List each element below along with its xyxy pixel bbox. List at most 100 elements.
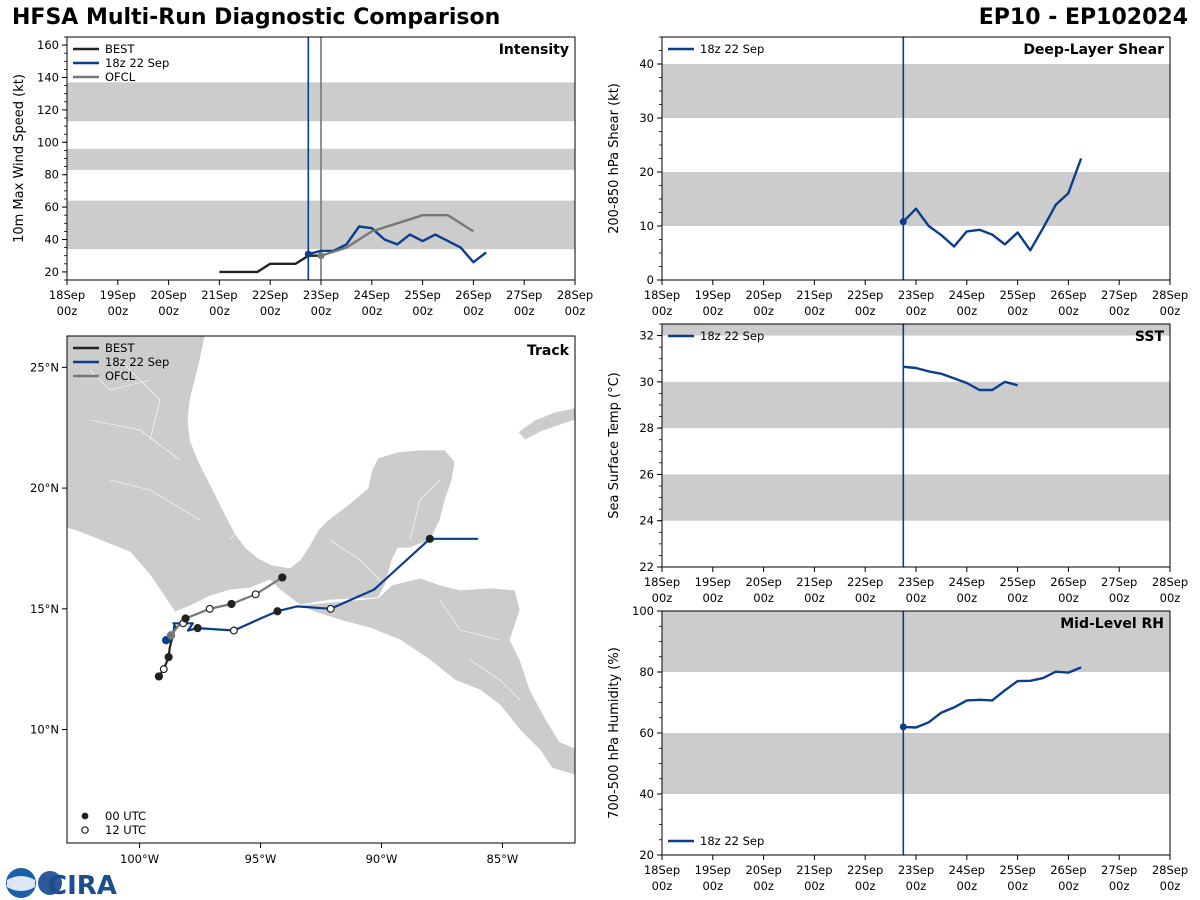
intensity-ytick-label: 60 bbox=[44, 200, 59, 214]
track-point-00utc bbox=[278, 573, 287, 582]
sst-band-0 bbox=[662, 474, 1170, 521]
shear-xtick-day: 25Sep bbox=[999, 288, 1035, 302]
rh-ytick-label: 80 bbox=[639, 665, 654, 679]
shear-xtick-hour: 00z bbox=[702, 304, 723, 318]
sst-ylabel: Sea Surface Temp (°C) bbox=[607, 372, 622, 519]
intensity-legend-label: BEST bbox=[105, 42, 135, 56]
rh-panel-title: Mid-Level RH bbox=[1060, 616, 1164, 632]
panel-track: 100°W 95°W 90°W 85°W 10°N 15°N 20°N 25°N Track BE… bbox=[30, 335, 576, 866]
sst-ytick-label: 30 bbox=[639, 375, 654, 389]
rh-xtick-day: 26Sep bbox=[1050, 863, 1086, 877]
intensity-series-0 bbox=[219, 254, 321, 274]
intensity-xtick-hour: 00z bbox=[412, 304, 433, 318]
intensity-xtick-day: 20Sep bbox=[150, 288, 186, 302]
rh-xtick-day: 20Sep bbox=[745, 863, 781, 877]
track-panel-title: Track bbox=[527, 343, 570, 359]
shear-xtick-hour: 00z bbox=[804, 304, 825, 318]
shear-xtick-hour: 00z bbox=[1160, 304, 1181, 318]
globe-icon bbox=[38, 871, 62, 895]
intensity-xtick-day: 25Sep bbox=[404, 288, 440, 302]
rh-ytick-label: 100 bbox=[632, 604, 654, 618]
sst-xtick-day: 26Sep bbox=[1050, 575, 1086, 589]
sst-xtick-day: 24Sep bbox=[949, 575, 985, 589]
rh-xtick-day: 18Sep bbox=[644, 863, 680, 877]
shear-xtick-day: 20Sep bbox=[745, 288, 781, 302]
track-frame bbox=[66, 335, 576, 844]
intensity-series-1 bbox=[307, 225, 487, 264]
rh-xtick-day: 22Sep bbox=[847, 863, 883, 877]
panel-sst: 22 24 26 28 30 32 18Sep 00z 19Sep 00z 20Sep 00z 21Se… bbox=[607, 323, 1188, 605]
track-point-00utc bbox=[227, 599, 236, 609]
rh-series-0 bbox=[903, 666, 1082, 729]
rh-xtick-day: 28Sep bbox=[1152, 863, 1188, 877]
rh-xtick-hour: 00z bbox=[906, 879, 927, 893]
intensity-ytick-label: 80 bbox=[44, 168, 59, 182]
rh-xtick-hour: 00z bbox=[1109, 879, 1130, 893]
sst-ytick-label: 22 bbox=[639, 560, 654, 574]
sst-ytick-label: 32 bbox=[639, 329, 654, 343]
track-xtick-label: 85°W bbox=[487, 852, 519, 866]
track-point-12utc bbox=[159, 665, 168, 674]
shear-series-0 bbox=[902, 158, 1083, 252]
intensity-xtick-day: 27Sep bbox=[506, 288, 542, 302]
sst-xtick-hour: 00z bbox=[1058, 591, 1079, 605]
sst-xtick-day: 21Sep bbox=[796, 575, 832, 589]
shear-ytick-label: 40 bbox=[639, 57, 654, 71]
intensity-xtick-hour: 00z bbox=[463, 304, 484, 318]
track-start-point bbox=[166, 631, 176, 640]
land-central-america bbox=[298, 577, 575, 776]
shear-band-0 bbox=[662, 172, 1170, 226]
intensity-panel-title: Intensity bbox=[499, 42, 569, 58]
track-xtick-label: 95°W bbox=[245, 852, 277, 866]
sst-xtick-day: 23Sep bbox=[898, 575, 934, 589]
shear-xtick-hour: 00z bbox=[906, 304, 927, 318]
shear-legend-label: 18z 22 Sep bbox=[700, 42, 764, 56]
track-point-12utc bbox=[205, 604, 214, 613]
intensity-xtick-hour: 00z bbox=[514, 304, 535, 318]
admin-borders bbox=[89, 359, 521, 701]
shear-xtick-day: 24Sep bbox=[949, 288, 985, 302]
track-ytick-label: 20°N bbox=[30, 481, 59, 495]
rh-xtick-hour: 00z bbox=[855, 879, 876, 893]
intensity-legend-label: OFCL bbox=[105, 70, 136, 84]
intensity-xtick-day: 28Sep bbox=[557, 288, 593, 302]
rh-xtick-day: 23Sep bbox=[898, 863, 934, 877]
cira-logo: CIRA bbox=[6, 868, 117, 900]
shear-xtick-day: 27Sep bbox=[1101, 288, 1137, 302]
track-ytick-label: 10°N bbox=[30, 723, 59, 737]
rh-xtick-hour: 00z bbox=[1007, 879, 1028, 893]
rh-xtick-hour: 00z bbox=[1058, 879, 1079, 893]
rh-series-0-start-point bbox=[899, 723, 907, 731]
track-point-00utc bbox=[193, 624, 202, 633]
track-xtick-label: 100°W bbox=[120, 852, 159, 866]
logo-text: CIRA bbox=[48, 871, 117, 900]
intensity-xtick-hour: 00z bbox=[361, 304, 382, 318]
shear-xtick-day: 26Sep bbox=[1050, 288, 1086, 302]
sst-xtick-hour: 00z bbox=[1007, 591, 1028, 605]
sst-xtick-hour: 00z bbox=[1160, 591, 1181, 605]
intensity-xtick-day: 18Sep bbox=[49, 288, 85, 302]
intensity-ytick-label: 40 bbox=[44, 233, 59, 247]
track-point-00utc bbox=[154, 672, 164, 681]
intensity-ytick-label: 140 bbox=[37, 71, 59, 85]
rh-ytick-label: 60 bbox=[639, 726, 654, 740]
sst-ytick-label: 26 bbox=[639, 467, 654, 481]
track-xtick-label: 90°W bbox=[366, 852, 398, 866]
shear-xtick-hour: 00z bbox=[1058, 304, 1079, 318]
intensity-xtick-hour: 00z bbox=[57, 304, 78, 318]
panel-shear: 0 10 20 30 40 18Sep 00z 19Sep 00z 20Sep 00z 21Sep 00… bbox=[607, 36, 1188, 318]
rh-xtick-hour: 00z bbox=[804, 879, 825, 893]
land-mexico bbox=[67, 336, 456, 613]
sst-xtick-hour: 00z bbox=[702, 591, 723, 605]
sst-xtick-day: 22Sep bbox=[847, 575, 883, 589]
chart-title: HFSA Multi-Run Diagnostic Comparison bbox=[12, 5, 501, 30]
intensity-ytick-label: 160 bbox=[37, 38, 59, 52]
track-legend-label: 18z 22 Sep bbox=[105, 355, 169, 369]
shear-ytick-label: 20 bbox=[639, 165, 654, 179]
sst-xtick-day: 28Sep bbox=[1152, 575, 1188, 589]
intensity-xtick-hour: 00z bbox=[158, 304, 179, 318]
track-legend-label: OFCL bbox=[105, 369, 136, 383]
rh-band-1 bbox=[662, 611, 1170, 672]
track-ytick-label: 25°N bbox=[30, 360, 59, 374]
track-point-12utc bbox=[251, 590, 260, 599]
